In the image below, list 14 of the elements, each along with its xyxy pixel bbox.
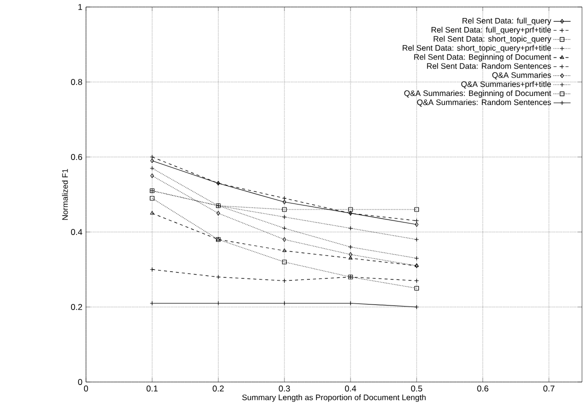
y-tick-label: 0.2 [71,304,82,310]
x-tick-label: 0.2 [212,386,224,392]
y-tick-label: 0 [78,379,82,385]
y-tick-label: 1 [78,4,82,10]
y-tick-label: 0.4 [71,229,82,235]
y-tick-label: 0.8 [71,79,82,85]
y-tick-label: 0.6 [71,154,82,160]
x-tick-label: 0 [84,386,88,392]
x-tick-label: 0.4 [344,386,356,392]
x-tick-label: 0.1 [146,386,158,392]
x-tick-label: 0.7 [543,386,554,392]
x-tick-label: 0.5 [411,386,422,392]
x-tick-label: 0.6 [477,386,488,392]
x-tick-label: 0.3 [278,386,290,392]
